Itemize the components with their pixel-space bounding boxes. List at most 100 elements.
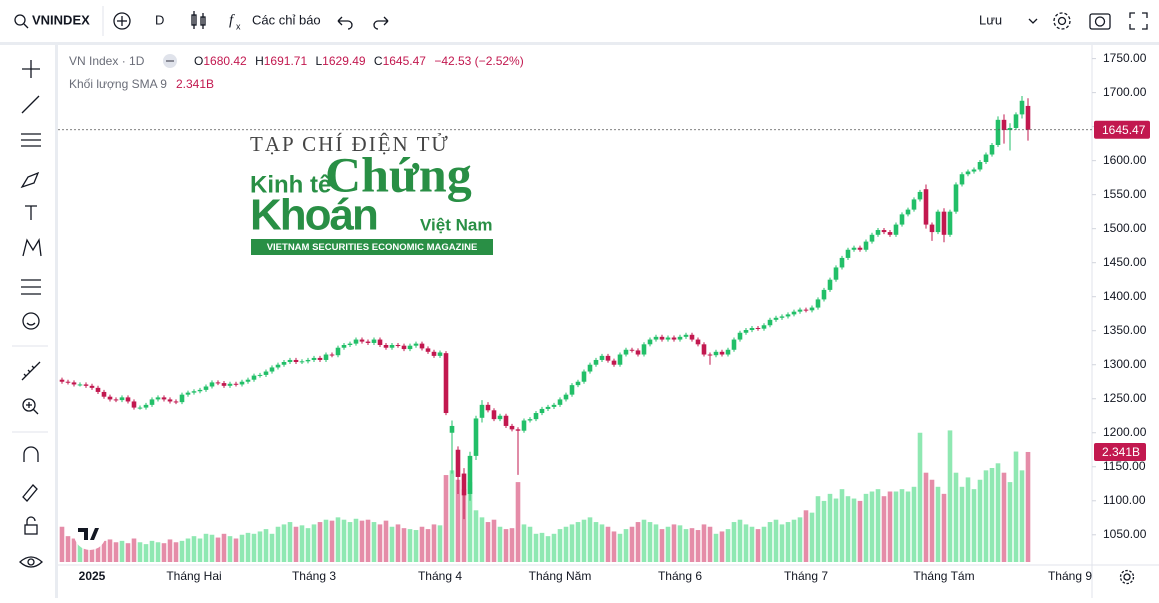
candle-body [587,364,593,372]
lock-drawing-tool[interactable] [22,484,38,502]
candle-body [563,394,569,400]
volume-bar [461,489,467,562]
candle-body [731,339,737,350]
logo-kinh-te: Kinh tế [250,171,332,198]
candle-body [575,381,581,386]
candle-body [317,357,323,360]
volume-bar [449,470,455,562]
volume-bar [173,542,179,562]
zoom-tool[interactable] [22,398,39,415]
visibility-tool[interactable] [19,556,43,568]
candle-body [299,361,305,363]
candle-body [371,339,377,343]
snapshot-button[interactable] [1089,13,1111,30]
last-price-tag [1094,120,1150,139]
volume-bar [953,472,959,562]
compare-button[interactable] [113,12,131,30]
candle-body [719,351,725,355]
volume-bar [893,491,899,562]
candle-body [911,199,917,210]
candle-body [767,319,773,326]
volume-bar [269,533,275,562]
candle-body [521,420,527,431]
settings-button[interactable] [1053,12,1071,30]
volume-bar [143,544,149,562]
volume-bar [305,528,311,562]
y-tick-label: 1550.00 [1103,187,1147,201]
trendline-tool[interactable] [21,95,40,114]
candle-body [89,385,95,388]
volume-bar [743,524,749,562]
candle-body [761,325,767,329]
candle-body [161,397,167,400]
prediction-tool[interactable] [21,279,41,295]
candle-body [593,359,599,365]
text-tool[interactable] [25,205,37,220]
logo-band-text: VIETNAM SECURITIES ECONOMIC MAGAZINE [267,242,478,253]
volume-bar [989,468,995,562]
volume-bar [239,534,245,562]
volume-bar [263,529,269,562]
crosshair-tool[interactable] [22,60,40,78]
y-tick-label: 1500.00 [1103,221,1147,235]
last-volume-tag [1094,442,1146,461]
pattern-tool[interactable] [22,238,42,257]
fib-tool[interactable] [21,133,41,147]
volume-bar [1007,482,1013,562]
symbol-search[interactable]: VNINDEX [14,12,90,29]
brush-tool[interactable] [20,171,40,189]
left-toolbar [0,45,55,598]
volume-bar [131,538,137,562]
magnet-tool[interactable] [23,446,39,462]
indicators-button[interactable]: f x Các chỉ báo [229,12,321,31]
y-tick-label: 1050.00 [1103,527,1147,541]
volume-bar [905,491,911,562]
fullscreen-button[interactable] [1129,12,1148,30]
candle-body [929,224,935,233]
icon-tool[interactable] [22,312,40,330]
y-tick-label: 1450.00 [1103,255,1147,269]
x-tick-label: 2025 [79,569,106,583]
volume-bar [155,542,161,562]
volume-bar [383,520,389,562]
candle-body [395,344,401,346]
logo-khoan: Khoán [250,191,377,240]
candle-body [863,241,869,250]
chart-type-button[interactable] [191,11,206,29]
undo-button[interactable] [337,16,353,30]
volume-bar [653,524,659,562]
redo-button[interactable] [373,16,389,30]
candle-body [65,381,71,383]
volume-bar [209,534,215,562]
interval-button[interactable]: D [155,12,164,27]
save-button[interactable]: Lưu [979,12,1002,27]
tradingview-logo [74,518,106,550]
lock-tool[interactable] [24,516,38,535]
volume-bar [899,489,905,562]
h-label: H [255,54,264,68]
volume-bar [287,522,293,562]
o-label: O [194,54,203,68]
axis-settings-button[interactable] [1119,569,1135,585]
candle-body [809,307,815,311]
volume-bar [779,524,785,562]
candle-body [407,345,413,350]
symbol[interactable]: VNINDEX [32,12,90,27]
save-menu[interactable] [1028,18,1038,24]
ruler-tool[interactable] [21,361,41,381]
candle-body [83,384,89,386]
volume-bar [827,493,833,562]
candle-body [251,375,257,380]
candle-body [509,425,515,430]
candle-body [437,352,443,356]
volume-bar [605,526,611,562]
volume-bar [473,510,479,562]
volume-bar [425,529,431,562]
volume-bar [641,519,647,562]
volume-bar [329,520,335,562]
candle-body [59,379,65,382]
candle-body [749,327,755,331]
indicators-label[interactable]: Các chỉ báo [252,12,321,27]
candle-body [695,339,701,345]
y-tick-label: 1150.00 [1103,459,1146,473]
